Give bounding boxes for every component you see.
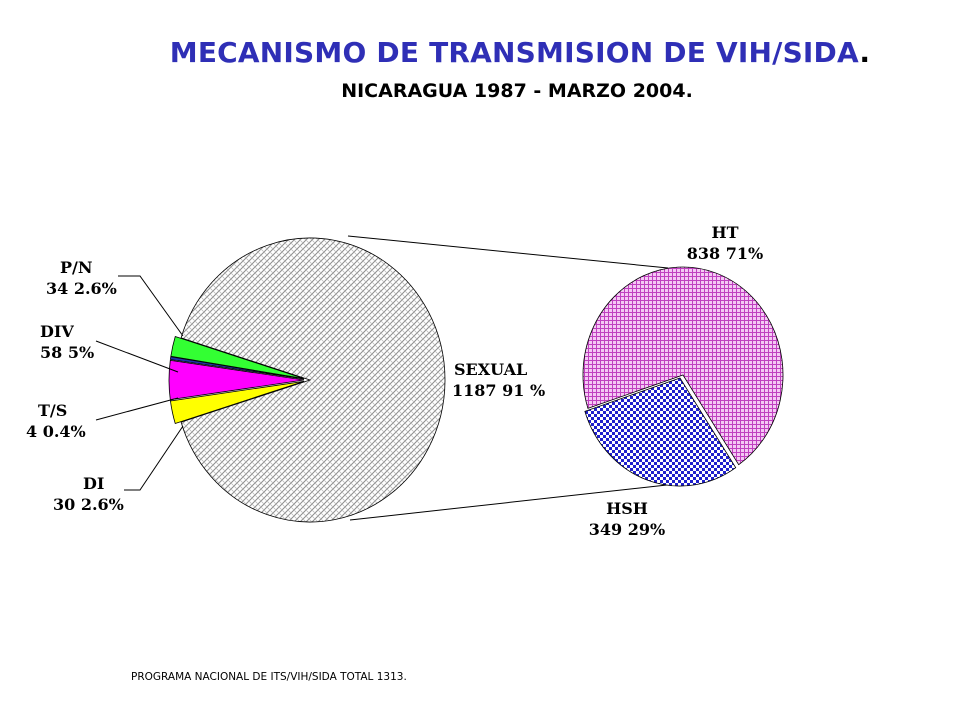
label-sexual-name: SEXUAL <box>454 360 527 379</box>
main-pie <box>168 237 446 523</box>
label-ht-value: 838 71% <box>687 244 763 263</box>
leader-p-n <box>118 275 184 337</box>
slice-sexual <box>180 237 446 523</box>
chart-subtitle: NICARAGUA 1987 - MARZO 2004. <box>341 80 693 102</box>
label-t-s-name: T/S <box>38 401 67 420</box>
leader-t-s <box>95 397 179 421</box>
slice-di <box>170 335 305 380</box>
source-footnote: PROGRAMA NACIONAL DE ITS/VIH/SIDA TOTAL … <box>131 671 407 683</box>
label-ht-name: HT <box>711 223 738 242</box>
chart-title: MECANISMO DE TRANSMISION DE VIH/SIDA. <box>0 36 960 69</box>
label-p-n-value: 34 2.6% <box>46 279 117 298</box>
label-di-name: DI <box>83 474 104 493</box>
label-p-n-name: P/N <box>60 258 93 277</box>
connector-line-bottom <box>349 483 677 521</box>
chart-title-period: . <box>859 36 871 69</box>
label-hsh-name: HSH <box>606 499 648 518</box>
label-hsh-value: 349 29% <box>589 520 665 539</box>
slice-p-n <box>169 380 305 424</box>
slice-labels: SEXUAL 1187 91 % P/N 34 2.6% DIV 58 5% T/S 4 0.… <box>26 223 763 539</box>
chart-title-text: MECANISMO DE TRANSMISION DE VIH/SIDA <box>169 36 860 69</box>
label-div-value: 58 5% <box>40 343 94 362</box>
slice-ht <box>582 266 784 466</box>
label-di-value: 30 2.6% <box>53 495 124 514</box>
label-sexual-value: 1187 91 % <box>452 381 545 400</box>
leader-lines <box>95 275 184 491</box>
pie-connector-lines <box>347 235 677 521</box>
secondary-pie <box>582 266 784 487</box>
connector-line-top <box>347 235 669 269</box>
leader-di <box>124 425 184 491</box>
slice-hsh <box>584 377 737 487</box>
slice-t-s <box>169 356 305 380</box>
label-t-s-value: 4 0.4% <box>26 422 86 441</box>
leader-div <box>95 340 179 373</box>
label-div-name: DIV <box>40 322 74 341</box>
